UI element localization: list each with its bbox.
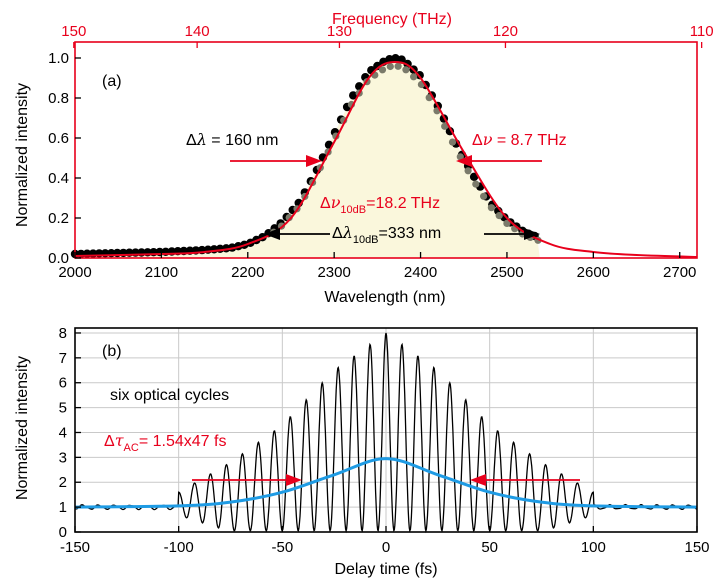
- spectrum-data-point-inner: [410, 73, 418, 81]
- x-tick-label: -150: [60, 539, 90, 556]
- dnu-annotation: Δν = 8.7 THz: [472, 130, 567, 149]
- spectrum-data-point-inner: [464, 167, 472, 175]
- spectrum-data-point: [349, 91, 358, 100]
- x-axis-ticks: -150 -100 -50 0 50 100 150: [60, 526, 710, 556]
- y-tick-label: 8: [59, 325, 67, 342]
- spectrum-data-point-inner: [378, 66, 387, 74]
- y-tick-label: 0.2: [48, 210, 69, 227]
- top-tick-label: 120: [493, 23, 518, 40]
- spectrum-data-point-inner: [456, 153, 464, 161]
- y-axis-ticks: 0 1 2 3 4 5 6 7 8: [59, 325, 81, 541]
- y-tick-label: 4: [59, 424, 67, 441]
- y-tick-label: 1.0: [48, 50, 69, 67]
- spectrum-fill-area: [75, 58, 540, 258]
- x-tick-label: 150: [684, 539, 709, 556]
- y-tick-label: 7: [59, 350, 67, 367]
- interferometric-autocorrelation-line: [74, 332, 698, 534]
- panel-label-b: (b): [102, 343, 122, 360]
- x-tick-label: 2200: [231, 264, 264, 281]
- y-axis-ticks: 0.0 0.2 0.4 0.6 0.8 1.0: [48, 50, 81, 267]
- y-axis-label: Normalized intensity: [14, 356, 31, 500]
- y-tick-label: 0.0: [48, 250, 69, 267]
- x-tick-label: -100: [164, 539, 194, 556]
- top-tick-label: 150: [61, 23, 86, 40]
- spectrum-data-point-inner: [402, 66, 410, 74]
- spectrum-data-point-inner: [386, 62, 394, 71]
- panel-b-autocorrelation: -150 -100 -50 0 50 100 150 0 1 2 3 4 5 6 7 8 Delay tim…: [14, 325, 710, 578]
- top-tick-label: 140: [185, 23, 210, 40]
- y-tick-label: 6: [59, 375, 67, 392]
- top-tick-label: 110: [690, 23, 713, 40]
- panel-label-a: (a): [102, 73, 122, 90]
- spectrum-data-point-inner: [487, 204, 495, 212]
- panel-a-frame: [74, 41, 698, 259]
- x-tick-label: 2500: [490, 264, 523, 281]
- dlambda-arrow: [230, 155, 322, 167]
- y-tick-label: 0.8: [48, 90, 69, 107]
- dnu-10db-annotation: Δν10dB=18.2 THz: [320, 193, 440, 216]
- intensity-autocorrelation-line: [74, 457, 698, 509]
- spectrum-data-point-inner: [394, 62, 402, 70]
- y-tick-label: 0.4: [48, 170, 69, 187]
- x-tick-label: 2300: [317, 264, 350, 281]
- panel-a-spectrum: Frequency (THz) 150 140 130 120 110 2000 2100…: [14, 11, 713, 306]
- dlambda-10db-left-arrow: [264, 228, 330, 240]
- dtau-annotation: ΔτAC= 1.54x47 fs: [104, 431, 226, 454]
- spectrum-data-point-inner: [441, 122, 449, 130]
- x-tick-label: 2100: [145, 264, 178, 281]
- y-tick-label: 2: [59, 474, 67, 491]
- top-axis-label: Frequency (THz): [332, 11, 452, 28]
- dlambda-10db-annotation: Δλ10dB=333 nm: [332, 223, 441, 246]
- y-tick-label: 5: [59, 400, 67, 417]
- spectrum-data-point-inner: [448, 138, 457, 146]
- x-axis-label: Delay time (fs): [334, 561, 437, 578]
- spectrum-data-point-inner: [480, 192, 488, 200]
- y-axis-label: Normalized intensity: [14, 83, 31, 227]
- x-tick-label: 100: [581, 539, 606, 556]
- spectrum-data-point-inner: [495, 212, 503, 220]
- x-tick-label: 2400: [404, 264, 437, 281]
- x-tick-label: 2700: [663, 264, 696, 281]
- y-tick-label: 0: [59, 524, 67, 541]
- y-tick-label: 0.6: [48, 130, 69, 147]
- x-tick-label: 50: [481, 539, 498, 556]
- top-axis-ticks: 150 140 130 120 110: [61, 23, 713, 48]
- spectrum-data-point-inner: [472, 180, 480, 188]
- x-axis-ticks: 2000 2100 2200 2300 2400 2500 2600 2700: [58, 252, 696, 281]
- cycles-annotation: six optical cycles: [110, 387, 229, 404]
- spectrum-fit-line: [74, 60, 698, 258]
- x-tick-label: 0: [382, 539, 390, 556]
- dtau-right-arrow: [470, 474, 580, 486]
- x-tick-label: 2000: [58, 264, 91, 281]
- y-tick-label: 1: [59, 499, 67, 516]
- spectrum-data-point-inner: [503, 219, 511, 227]
- y-tick-label: 3: [59, 449, 67, 466]
- dnu-arrow: [456, 155, 542, 167]
- top-tick-label: 130: [327, 23, 352, 40]
- dlambda-10db-right-arrow: [484, 228, 540, 240]
- dlambda-annotation: Δλ = 160 nm: [186, 130, 278, 149]
- x-tick-label: 2600: [577, 264, 610, 281]
- dtau-left-arrow: [192, 474, 302, 486]
- x-axis-label: Wavelength (nm): [324, 289, 445, 306]
- x-tick-label: -50: [271, 539, 293, 556]
- panel-b-grid: [74, 328, 698, 533]
